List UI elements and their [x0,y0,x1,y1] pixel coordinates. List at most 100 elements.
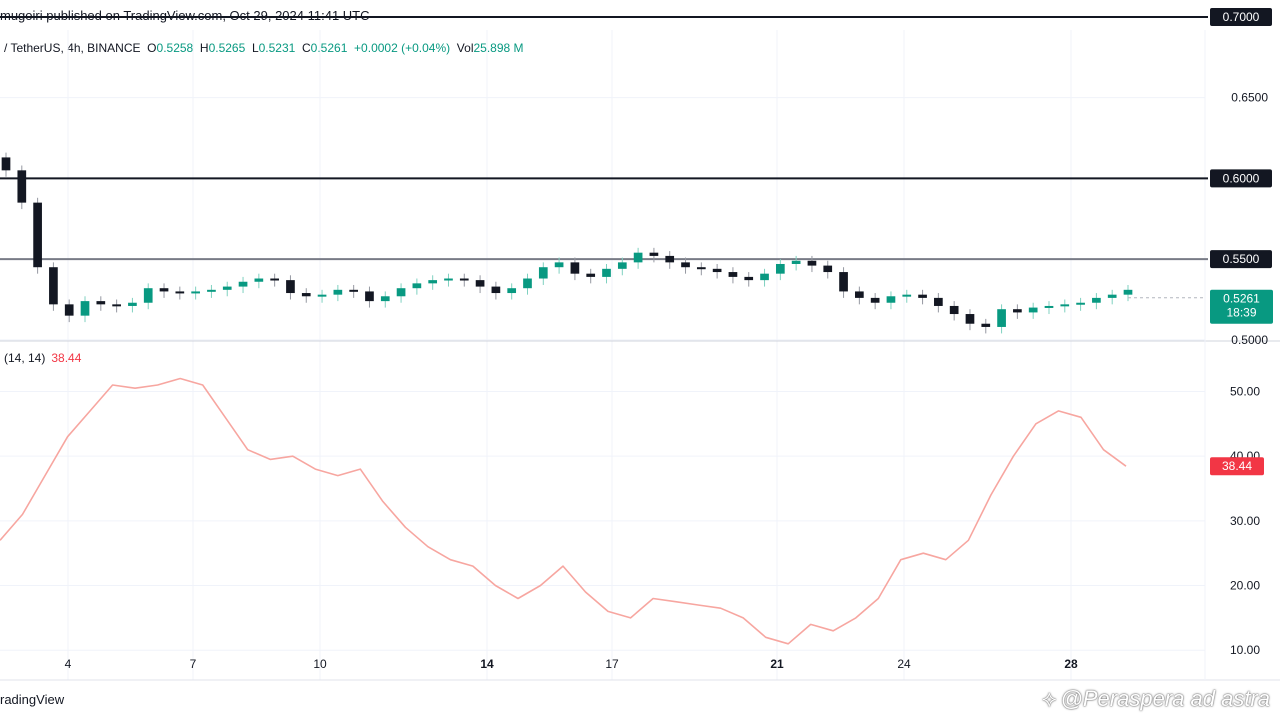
candle-body [965,314,975,324]
level-badge-text: 0.5500 [1223,252,1260,266]
time-tick-label: 21 [770,657,784,671]
candle-body [554,262,564,268]
candle-body [428,280,438,284]
candle-body [570,262,580,274]
rsi-grid [0,341,1205,680]
candle-body [760,273,769,281]
open-value: 0.5258 [156,41,194,55]
candle-body [918,294,927,298]
watermark: ⟡ @Peraspera ad astra [1042,686,1270,712]
time-tick-label: 28 [1064,657,1078,671]
candle-body [1092,297,1101,303]
candle-body [444,278,453,281]
candle-body [586,273,596,277]
candle-body [1123,289,1133,295]
level-badge-bg [1210,169,1272,188]
rsi-tick-label: 50.00 [1230,384,1260,398]
candle-body [459,278,469,281]
time-tick-label: 4 [65,657,72,671]
price-axis: 0.6500 0.5000 [1231,91,1268,347]
open-label: O [147,41,157,55]
candle-body [207,289,216,292]
candle-body [175,291,185,294]
tradingview-logo[interactable]: radingView [0,692,65,707]
watermark-text: @Peraspera ad astra [1060,686,1270,711]
candle-body [475,280,485,287]
candle-body [128,302,137,306]
price-tick-label: 0.6500 [1231,91,1268,105]
time-axis: 4 7 10 14 17 21 24 28 [65,657,1078,671]
time-tick-label: 17 [605,657,619,671]
candle-body [538,267,548,279]
close-label: C [302,41,311,55]
candle-body [1028,307,1038,313]
candle-body [665,255,675,263]
candle-body [349,289,359,292]
low-value: 0.5231 [258,41,296,55]
candle-body [33,202,42,268]
last-price-badge-text: 0.5261 [1223,292,1260,306]
rsi-tick-label: 10.00 [1230,643,1260,657]
level-badge-text: 0.6000 [1223,171,1260,185]
rsi-tick-label: 20.00 [1230,579,1260,593]
candle-body [839,272,848,292]
candle-body [523,278,532,289]
volume-value: 25.898 M [473,41,524,55]
time-tick-label: 14 [480,657,494,671]
candlestick-series [1,152,1205,334]
candle-body [728,272,738,277]
candle-body [317,294,327,297]
candle-body [807,260,817,266]
candle-body [712,268,722,273]
candle-body [1,157,11,171]
rsi-series [0,377,1127,645]
candle-body [380,296,390,302]
level-badge-bg [1210,250,1272,269]
level-badge-bg [1210,7,1272,26]
candle-body [191,291,200,294]
candle-body [238,281,248,287]
horizontal-levels [0,15,1208,261]
candle-body [949,305,959,315]
level-badge-text: 0.7000 [1223,10,1260,24]
candle-body [64,304,74,316]
candle-body [870,297,880,303]
candle-body [633,252,643,263]
rsi-line [0,377,1127,645]
candle-body [902,294,912,297]
candle-body [1013,309,1022,313]
candle-body [791,260,801,264]
candle-body [491,286,501,294]
candle-body [222,286,232,290]
rsi-value-badge-bg [1210,457,1264,476]
symbol-name[interactable]: / TetherUS, 4h, BINANCE [4,41,141,55]
rsi-value-badge-text: 38.44 [1222,459,1252,473]
time-tick-label: 24 [897,657,911,671]
candle-body [1044,305,1054,308]
candle-body [301,293,311,297]
published-info: mugoiri published on TradingView.com, Oc… [0,8,370,23]
candle-body [254,278,264,282]
candle-body [617,262,627,269]
candle-body [507,288,517,294]
candle-body [934,297,943,306]
rsi-legend[interactable]: (14, 14) 38.44 [4,351,81,365]
high-label: H [199,41,209,55]
change-value: +0.0002 (+0.04%) [354,41,451,55]
candle-body [396,288,406,297]
candle-body [270,278,279,281]
candle-body [365,291,374,302]
candle-body [96,301,106,305]
candle-body [17,170,27,203]
low-label: L [251,41,259,55]
candle-body [333,289,343,295]
candle-body [997,309,1006,327]
candle-body [981,323,991,327]
candle-body [602,268,611,277]
time-tick-label: 10 [313,657,327,671]
candle-body [1107,294,1117,298]
rsi-value: 38.44 [51,351,82,365]
candle-body [681,262,690,268]
